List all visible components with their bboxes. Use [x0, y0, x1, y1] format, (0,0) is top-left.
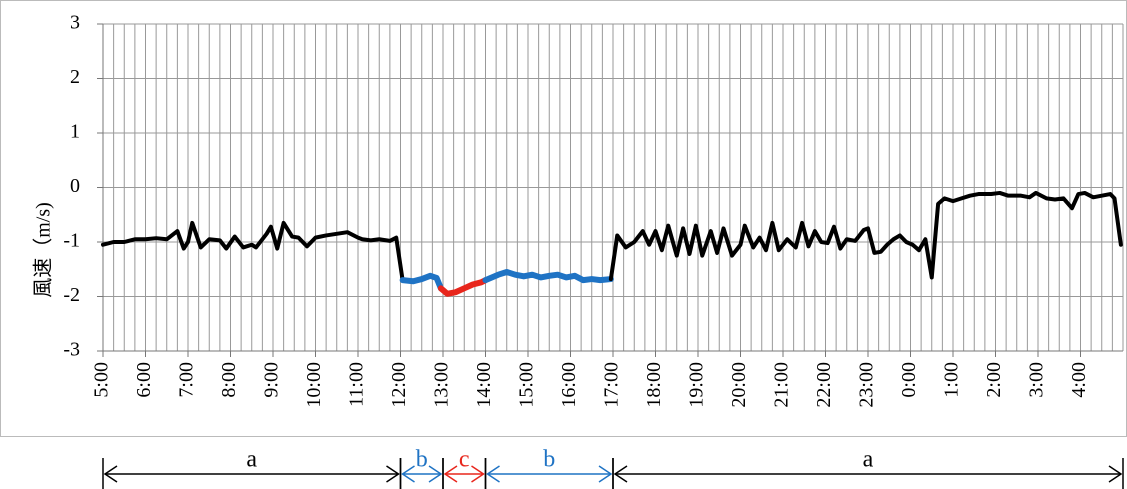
y-tick-label: -2: [63, 284, 80, 306]
annotation-label: c: [459, 447, 470, 473]
x-tick-label: 2:00: [983, 362, 1005, 398]
x-tick-label: 15:00: [516, 362, 538, 408]
arrow-head: [471, 465, 485, 483]
y-tick-label: 3: [70, 12, 80, 34]
annotation-label: a: [246, 447, 257, 473]
arrow-head: [613, 465, 628, 483]
y-tick-label: -1: [63, 230, 80, 252]
x-tick-label: 0:00: [898, 362, 920, 398]
arrow-head: [443, 465, 458, 483]
y-tick-label: 1: [70, 121, 80, 143]
x-tick-label: 3:00: [1026, 362, 1048, 398]
annotation-label: a: [863, 447, 874, 473]
y-tick-label: 2: [70, 66, 80, 88]
x-tick-label: 7:00: [176, 362, 198, 398]
line-series: [482, 268, 614, 284]
arrow-head: [486, 465, 500, 483]
x-tick-label: 19:00: [686, 362, 708, 408]
x-tick-label: 11:00: [346, 362, 368, 407]
x-tick-label: 6:00: [133, 362, 155, 398]
x-tick-label: 22:00: [813, 362, 835, 408]
arrow-head: [386, 465, 400, 483]
x-tick-label: 23:00: [856, 362, 878, 408]
arrow-head: [103, 465, 118, 483]
x-tick-label: 16:00: [558, 362, 580, 408]
x-tick-label: 9:00: [261, 362, 283, 398]
x-tick-label: 5:00: [91, 362, 113, 398]
x-tick-label: 13:00: [431, 362, 453, 408]
x-tick-label: 21:00: [771, 362, 793, 408]
arrow-head: [428, 465, 443, 483]
x-tick-label: 17:00: [601, 362, 623, 408]
x-tick-label: 4:00: [1068, 362, 1090, 398]
line-series: [101, 220, 405, 283]
x-tick-label: 14:00: [473, 362, 495, 408]
line-series: [608, 190, 1123, 282]
annotation-label: b: [543, 447, 555, 473]
x-tick-label: 8:00: [218, 362, 240, 398]
y-axis-label: 風速（m/s): [32, 202, 55, 298]
line-series: [399, 272, 444, 292]
y-tick-label: 0: [70, 175, 80, 197]
arrow-head: [1108, 465, 1123, 483]
x-tick-label: 12:00: [388, 362, 410, 408]
x-tick-label: 18:00: [643, 362, 665, 408]
arrow-head: [598, 465, 613, 483]
x-tick-label: 1:00: [941, 362, 963, 398]
x-tick-label: 20:00: [728, 362, 750, 408]
arrow-head: [401, 465, 415, 483]
line-series: [437, 277, 489, 297]
y-tick-label: -3: [63, 339, 80, 361]
x-tick-label: 10:00: [303, 362, 325, 408]
annotation-label: b: [416, 447, 428, 473]
